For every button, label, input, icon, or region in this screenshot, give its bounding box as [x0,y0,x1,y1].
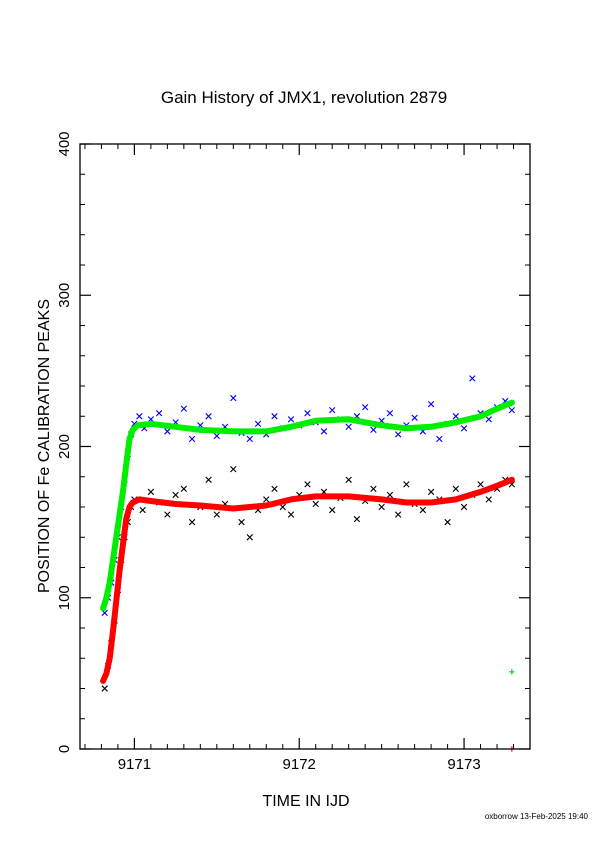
data-point [444,518,451,526]
data-point [287,416,295,423]
data-point [460,425,468,432]
data-point [213,432,221,440]
data-point [345,423,352,431]
data-point [180,405,188,412]
data-point [304,481,311,488]
data-point [345,476,352,483]
data-point [147,488,155,496]
data-point [427,400,435,408]
data-point [436,435,443,443]
data-point [304,410,311,417]
x-axis-label: TIME IN IJD [262,793,349,810]
axis-ticks: 9171 9172 9173 0 100 200 300 400 [56,131,531,773]
data-point [188,435,196,443]
data-point [419,506,427,514]
data-point [370,426,377,434]
data-point [205,476,212,483]
data-point [361,403,369,411]
data-point [329,407,336,414]
data-point [469,375,476,382]
y-tick-label: 300 [56,283,73,308]
y-axis-label: POSITION OF Fe CALIBRATION PEAKS [36,299,53,593]
data-point [271,413,278,420]
data-point [452,485,460,493]
data-point [172,491,179,499]
data-point [485,496,492,503]
data-point [279,503,286,511]
data-point [509,669,515,675]
data-point [188,518,196,526]
data-point [205,413,212,420]
data-point [312,500,319,508]
data-point [394,511,402,518]
data-point [263,496,270,503]
data-point [386,491,394,499]
footer-stamp: oxborrow 13-Feb-2025 19:40 [485,812,589,821]
data-point [164,428,171,435]
series-3-line [100,476,515,684]
data-point [353,515,361,523]
data-point [508,407,516,414]
data-point [394,431,402,438]
data-point [139,506,146,514]
x-tick-label: 9173 [447,756,480,773]
y-tick-label: 400 [56,131,73,156]
chart-title: Gain History of JMX1, revolution 2879 [161,88,447,107]
data-point [329,506,336,514]
data-point [403,481,410,488]
plot-frame [79,143,531,750]
data-point [213,511,221,518]
data-point [230,394,237,402]
data-point [271,485,278,493]
data-point [370,485,377,493]
data-point [230,465,237,473]
x-tick-label: 9171 [118,756,151,773]
data-point [238,518,245,526]
data-point [452,413,460,420]
data-point [287,511,295,518]
data-point [180,485,188,493]
data-point [246,435,253,443]
data-point [460,503,468,511]
data-point [246,534,253,541]
y-tick-label: 200 [56,434,73,459]
data-point [411,414,418,421]
plot-area [100,375,516,752]
data-point [378,503,385,511]
y-tick-label: 0 [56,745,73,753]
data-point [386,410,394,417]
y-tick-label: 100 [56,585,73,610]
data-point [427,488,435,496]
data-point [477,481,484,488]
data-point [320,428,328,435]
data-point [485,416,492,423]
data-point [254,420,262,428]
data-point [101,685,108,692]
series-2-line [100,399,515,612]
data-point [164,511,171,518]
x-tick-label: 9172 [283,756,316,773]
data-point [136,413,143,420]
data-point [155,410,163,417]
